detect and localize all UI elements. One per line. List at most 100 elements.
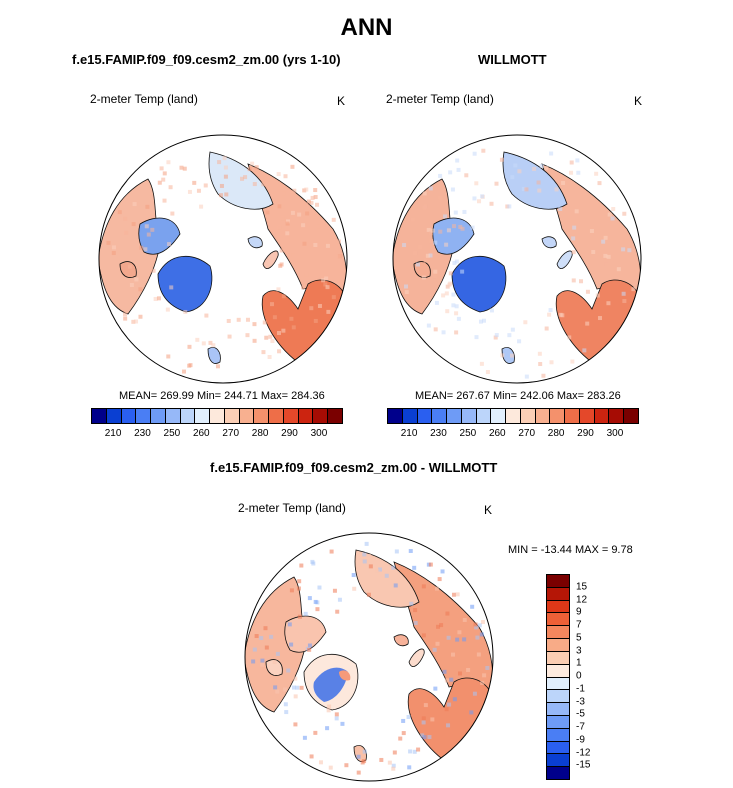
colorbar-swatch — [151, 409, 166, 423]
grid-cell — [304, 187, 309, 192]
grid-cell — [454, 304, 459, 309]
colorbar-tick-label: 300 — [310, 428, 328, 439]
grid-cell — [218, 193, 223, 198]
grid-cell — [277, 225, 282, 230]
grid-cell — [199, 204, 204, 209]
grid-cell — [420, 733, 425, 738]
grid-cell — [391, 763, 396, 768]
grid-cell — [476, 652, 481, 657]
grid-cell — [413, 251, 418, 256]
land-region-greenland — [451, 255, 507, 313]
grid-cell — [413, 608, 418, 613]
grid-cell — [433, 240, 438, 245]
land-region-novaya — [262, 250, 279, 269]
grid-cell — [362, 759, 367, 764]
colorbar-swatch — [547, 626, 569, 640]
colorbar-tick-label: 9 — [576, 606, 582, 618]
grid-cell — [576, 170, 581, 175]
grid-cell — [589, 229, 594, 234]
grid-cell — [616, 267, 621, 272]
grid-cell — [444, 242, 449, 247]
grid-cell — [537, 188, 542, 193]
panel3-colorbar-ticks: 15 12 9 7 5 3 1 0 -1 -3 -5 -7 -9 -12 -15 — [574, 574, 604, 778]
map-boundary — [392, 134, 642, 384]
grid-cell — [293, 676, 298, 681]
grid-cell — [554, 187, 559, 192]
panel1-title: f.e15.FAMIP.f09_f09.cesm2_zm.00 (yrs 1-1… — [72, 52, 341, 67]
land-region-hudson — [119, 261, 137, 278]
grid-cell — [631, 287, 636, 292]
grid-cell — [313, 188, 318, 193]
colorbar-swatch — [461, 409, 477, 423]
grid-cell — [391, 565, 396, 570]
grid-cell — [475, 635, 480, 640]
grid-cell — [451, 303, 456, 308]
grid-cell — [621, 247, 626, 252]
grid-cell — [280, 204, 285, 209]
grid-cell — [547, 312, 552, 317]
grid-cell — [433, 686, 438, 691]
grid-cell — [544, 326, 549, 331]
grid-cell — [331, 295, 336, 300]
grid-cell — [494, 333, 499, 338]
grid-cell — [217, 160, 222, 165]
grid-cell — [337, 254, 342, 259]
land-region-novaya — [556, 250, 573, 269]
grid-cell — [166, 160, 171, 165]
grid-cell — [441, 293, 446, 298]
grid-cell — [585, 289, 590, 294]
grid-cell — [403, 284, 408, 289]
grid-cell — [368, 564, 373, 569]
grid-cell — [421, 633, 426, 638]
grid-cell — [251, 659, 256, 664]
grid-cell — [539, 163, 544, 168]
grid-cell — [510, 327, 515, 332]
colorbar-swatch — [624, 409, 639, 423]
grid-cell — [462, 209, 467, 214]
grid-cell — [309, 200, 314, 205]
grid-cell — [607, 212, 612, 217]
grid-cell — [455, 592, 460, 597]
grid-cell — [445, 309, 450, 314]
grid-cell — [439, 623, 444, 628]
grid-cell — [352, 586, 357, 591]
grid-cell — [610, 216, 615, 221]
grid-cell — [392, 750, 397, 755]
colorbar-swatch — [106, 409, 122, 423]
colorbar-tick-label: 250 — [163, 428, 181, 439]
colorbar-swatch — [195, 409, 211, 423]
grid-cell — [162, 171, 167, 176]
grid-cell — [275, 689, 280, 694]
grid-cell — [472, 691, 477, 696]
grid-cell — [324, 276, 329, 281]
grid-cell — [196, 188, 201, 193]
grid-cell — [456, 316, 461, 321]
grid-cell — [421, 716, 426, 721]
panel3-variable: 2-meter Temp (land) — [238, 501, 346, 515]
grid-cell — [407, 765, 412, 770]
grid-cell — [412, 749, 417, 754]
grid-cell — [436, 624, 441, 629]
grid-cell — [335, 609, 340, 614]
grid-cell — [262, 320, 267, 325]
grid-cell — [458, 671, 463, 676]
grid-cell — [452, 260, 457, 265]
grid-cell — [182, 166, 187, 171]
grid-cell — [282, 687, 287, 692]
grid-cell — [170, 211, 175, 216]
grid-cell — [604, 262, 609, 267]
grid-cell — [297, 579, 302, 584]
grid-cell — [430, 717, 435, 722]
grid-cell — [482, 318, 487, 323]
grid-cell — [474, 625, 479, 630]
grid-cell — [430, 228, 435, 233]
colorbar-swatch — [165, 409, 181, 423]
colorbar-tick-label: -3 — [576, 696, 585, 707]
grid-cell — [452, 697, 457, 702]
grid-cell — [302, 735, 307, 740]
colorbar-swatch — [547, 754, 569, 768]
grid-cell — [293, 694, 298, 699]
grid-cell — [387, 760, 392, 765]
grid-cell — [575, 158, 580, 163]
grid-cell — [379, 757, 384, 762]
